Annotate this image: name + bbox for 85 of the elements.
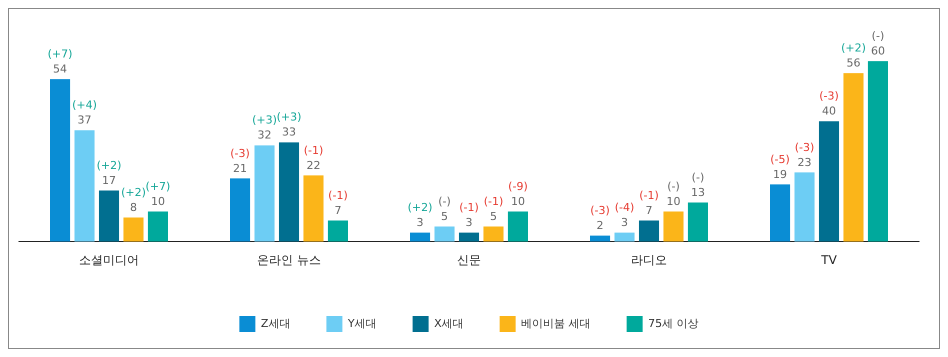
x-tick-label: 신문 — [457, 252, 481, 267]
bar — [50, 79, 70, 242]
data-label: 17 — [102, 174, 116, 187]
bar — [434, 226, 455, 242]
text: (+2) — [841, 41, 866, 54]
data-label: 33 — [282, 126, 296, 139]
data-label: 3 — [466, 216, 472, 229]
data-label: 56 — [846, 56, 860, 70]
data-label: 10 — [666, 194, 680, 208]
bar — [123, 218, 144, 242]
bar — [868, 61, 888, 242]
legend-label: Z세대 — [260, 316, 290, 330]
annotation: (-5) — [770, 152, 790, 166]
annotation: (-) — [667, 180, 680, 193]
data-label: 54 — [53, 62, 68, 76]
data-label: 22 — [306, 158, 320, 172]
annotation: (-1) — [639, 188, 659, 202]
bar — [590, 236, 610, 242]
data-label: 5 — [441, 210, 448, 223]
bar — [458, 232, 480, 242]
legend-label: Y세대 — [346, 316, 377, 330]
legend-label: X세대 — [434, 316, 464, 330]
bar — [663, 212, 684, 242]
data-label: 13 — [690, 186, 705, 199]
data-label: 10 — [510, 194, 525, 208]
bar — [818, 121, 840, 242]
data-label: 23 — [798, 156, 812, 169]
x-tick-label: 라디오 — [631, 252, 667, 267]
annotation: (+2) — [96, 158, 122, 172]
annotation: (-1) — [484, 194, 504, 208]
data-label: 21 — [233, 162, 248, 175]
data-label: 5 — [490, 210, 497, 223]
legend-label: 75세 이상 — [648, 316, 699, 330]
data-label: 3 — [621, 216, 628, 229]
bar — [303, 175, 324, 242]
annotation: (-3) — [590, 204, 610, 217]
bar — [638, 220, 660, 242]
annotation: (-1) — [304, 144, 324, 157]
annotation: (+2) — [408, 200, 432, 214]
bar — [98, 190, 120, 242]
annotation: (-9) — [508, 180, 528, 193]
x-tick-label: 소셜미디어 — [79, 252, 139, 267]
data-label: 19 — [773, 168, 788, 181]
bar — [230, 178, 250, 242]
annotation: (+3) — [252, 114, 277, 127]
text: (+7) — [48, 47, 72, 60]
bar — [148, 212, 168, 242]
x-tick-label: TV — [820, 252, 838, 267]
annotation: (+3) — [276, 110, 302, 124]
bar — [328, 220, 348, 242]
bar — [254, 145, 275, 242]
bar — [410, 232, 430, 242]
bar — [794, 172, 815, 242]
annotation: (-3) — [230, 146, 250, 160]
bar — [74, 130, 95, 242]
bar — [508, 212, 528, 242]
annotation: (+4) — [72, 98, 97, 112]
bar — [614, 232, 635, 242]
annotation: (-3) — [819, 90, 839, 103]
data-label: 60 — [870, 44, 885, 58]
data-label: 2 — [596, 218, 604, 232]
data-label: 3 — [416, 216, 424, 229]
annotation: (-4) — [614, 200, 634, 214]
bar — [688, 202, 708, 242]
data-label: 10 — [150, 194, 165, 208]
bar — [770, 184, 790, 242]
data-label: 32 — [258, 128, 272, 142]
annotation: (+2) — [121, 186, 146, 199]
annotation: (+7) — [146, 180, 170, 193]
data-label: 8 — [130, 200, 137, 214]
annotation: (-1) — [328, 188, 348, 202]
annotation: (-3) — [794, 140, 814, 154]
annotation: (-1) — [459, 200, 479, 214]
data-label: 37 — [78, 114, 92, 127]
bar — [278, 142, 300, 242]
bar — [843, 73, 864, 242]
x-tick-label: 온라인 뉴스 — [257, 252, 321, 267]
data-label: 7 — [646, 204, 652, 217]
data-label: 40 — [822, 104, 836, 118]
annotation: (-) — [438, 194, 451, 208]
bar — [483, 226, 504, 242]
text: (-) — [872, 29, 884, 42]
data-label: 7 — [334, 204, 342, 217]
legend-label: 베이비붐 세대 — [521, 316, 591, 330]
annotation: (-) — [692, 170, 704, 184]
